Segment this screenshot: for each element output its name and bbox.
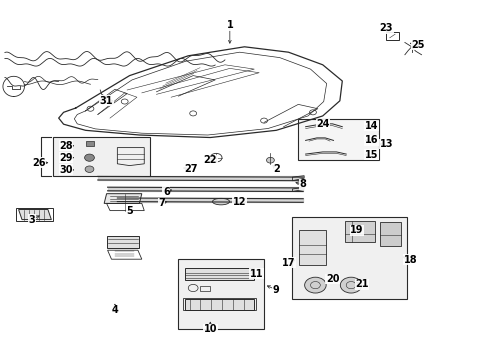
Bar <box>292 217 407 299</box>
Text: 25: 25 <box>410 40 424 50</box>
Text: 31: 31 <box>100 96 113 106</box>
Text: 8: 8 <box>299 179 306 189</box>
Bar <box>380 222 400 246</box>
Text: 14: 14 <box>364 121 378 131</box>
Text: 9: 9 <box>272 285 279 295</box>
Bar <box>298 119 378 160</box>
Text: 19: 19 <box>349 225 363 235</box>
Text: 29: 29 <box>59 153 73 163</box>
Circle shape <box>84 154 94 161</box>
Text: 17: 17 <box>281 258 295 268</box>
Circle shape <box>85 166 94 172</box>
Text: 1: 1 <box>226 20 233 30</box>
Text: 26: 26 <box>32 158 46 168</box>
Text: 28: 28 <box>59 141 73 151</box>
Text: 24: 24 <box>315 119 329 129</box>
Text: 23: 23 <box>379 23 392 33</box>
Circle shape <box>304 277 325 293</box>
Text: 30: 30 <box>59 165 73 175</box>
Text: 15: 15 <box>364 150 378 160</box>
Bar <box>386 32 398 40</box>
Polygon shape <box>184 299 254 310</box>
Text: 13: 13 <box>379 139 392 149</box>
Ellipse shape <box>212 198 229 205</box>
Text: 16: 16 <box>364 135 378 145</box>
Bar <box>85 141 94 146</box>
Bar <box>344 221 374 242</box>
Text: 3: 3 <box>28 215 35 225</box>
Text: 21: 21 <box>354 279 368 289</box>
Text: 7: 7 <box>158 198 164 208</box>
Text: 4: 4 <box>111 305 118 315</box>
Text: 2: 2 <box>272 164 279 174</box>
Bar <box>178 259 264 329</box>
Polygon shape <box>19 210 51 220</box>
Polygon shape <box>106 236 139 248</box>
Text: 18: 18 <box>403 255 417 265</box>
Text: 27: 27 <box>183 164 197 174</box>
Polygon shape <box>104 194 142 203</box>
Text: 5: 5 <box>126 206 133 216</box>
Text: 22: 22 <box>203 155 217 165</box>
Bar <box>53 137 149 176</box>
Bar <box>299 230 325 265</box>
Text: 10: 10 <box>203 324 217 334</box>
Circle shape <box>266 157 274 163</box>
Text: 12: 12 <box>232 197 246 207</box>
Text: 11: 11 <box>249 269 263 279</box>
Text: 6: 6 <box>163 186 169 197</box>
Polygon shape <box>184 268 254 280</box>
Circle shape <box>340 277 361 293</box>
Text: 20: 20 <box>325 274 339 284</box>
